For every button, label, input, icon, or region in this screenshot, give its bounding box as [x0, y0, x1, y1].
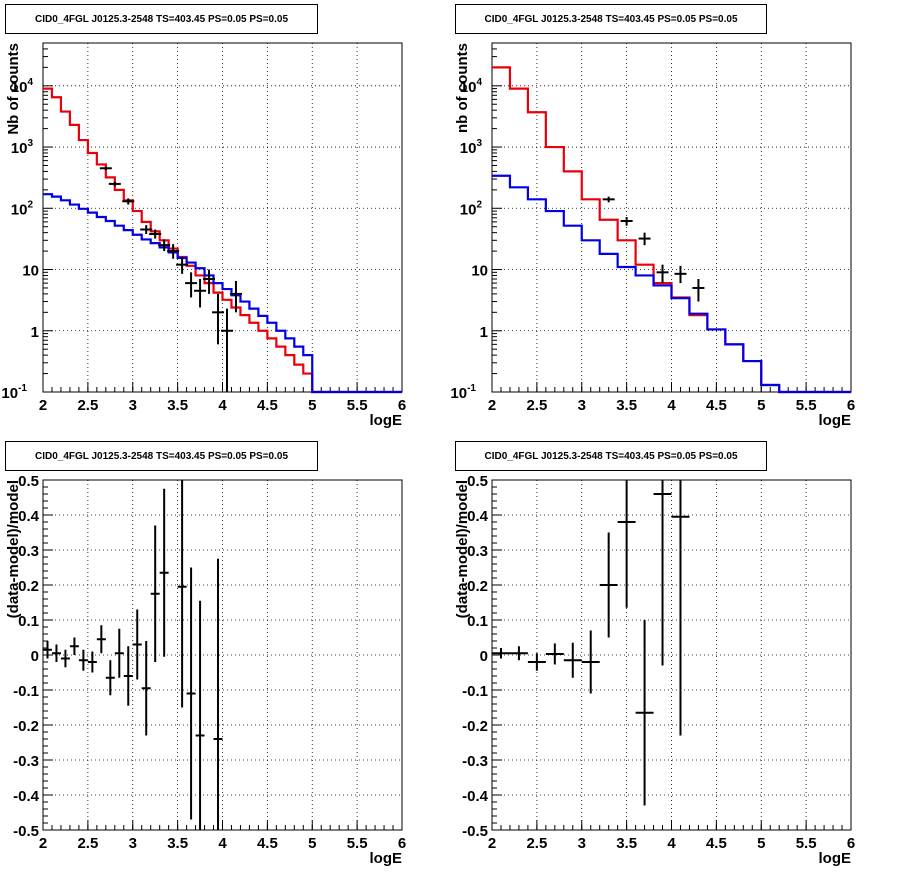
x-tick-label: 3 — [578, 397, 586, 414]
x-tick-label: 3.5 — [616, 397, 637, 414]
x-tick-label: 6 — [847, 397, 855, 414]
x-tick-label: 6 — [398, 397, 406, 414]
x-tick-label: 4.5 — [706, 835, 727, 852]
chart-3: 2 2.5 3 3.5 4 4.5 5 5.5 6 -0.5 -0.4 -0.3 -0.2 -0.1 0 0.… — [5, 473, 406, 867]
y-tick-label: 0.4 — [467, 508, 489, 525]
x-tick-label: 2.5 — [77, 397, 98, 414]
plot-frame — [42, 479, 403, 831]
x-tick-label: 5.5 — [347, 397, 368, 414]
y-tick-label: -0.3 — [13, 753, 39, 770]
x-tick-label: 5 — [757, 397, 765, 414]
y-tick-label: -0.5 — [462, 823, 488, 840]
y-tick-label: -0.3 — [462, 753, 488, 770]
y-axis-label: (data-model)/model — [5, 480, 22, 618]
chart-4: 2 2.5 3 3.5 4 4.5 5 5.5 6 -0.5 -0.4 -0.3 -0.2 -0.1 0 0.… — [454, 473, 855, 867]
y-tick-label: 0.1 — [467, 613, 488, 630]
x-tick-label: 5 — [308, 835, 316, 852]
y-tick-label: 102 — [11, 199, 34, 218]
x-axis-label: logE — [370, 850, 403, 867]
series-line-blue — [492, 174, 851, 394]
y-axis-label: Nb of counts — [5, 43, 22, 135]
y-tick-label: 10 — [471, 263, 488, 280]
x-tick-label: 4.5 — [257, 397, 278, 414]
y-tick-label: 0 — [480, 648, 488, 665]
y-tick-label: 0.4 — [18, 508, 40, 525]
y-tick-label: 10-1 — [450, 383, 476, 402]
x-tick-label: 4.5 — [706, 397, 727, 414]
chart-title-4: CID0_4FGL J0125.3-2548 TS=403.45 PS=0.05… — [455, 441, 767, 471]
x-tick-label: 4 — [667, 397, 676, 414]
y-tick-label: 102 — [460, 199, 483, 218]
y-tick-label: -0.1 — [462, 683, 488, 700]
chart-title-1: CID0_4FGL J0125.3-2548 TS=403.45 PS=0.05… — [5, 4, 318, 34]
x-tick-label: 2 — [39, 397, 47, 414]
chart-title-2: CID0_4FGL J0125.3-2548 TS=403.45 PS=0.05… — [455, 4, 767, 34]
x-tick-label: 2.5 — [77, 835, 98, 852]
x-tick-label: 2.5 — [526, 397, 547, 414]
x-tick-label: 6 — [398, 835, 406, 852]
y-tick-label: 0.2 — [18, 578, 39, 595]
y-tick-label: 10-1 — [1, 383, 27, 402]
y-tick-label: 103 — [11, 138, 34, 157]
y-tick-label: 0.2 — [467, 578, 488, 595]
x-tick-label: 6 — [847, 835, 855, 852]
y-tick-label: -0.2 — [462, 718, 488, 735]
y-tick-label: 0.1 — [18, 613, 39, 630]
chart-1: 2 2.5 3 3.5 4 4.5 5 5.5 610-1110102103104logENb … — [1, 42, 406, 429]
x-tick-label: 2.5 — [526, 835, 547, 852]
x-axis-label: logE — [819, 412, 852, 429]
y-tick-label: 1 — [31, 324, 39, 341]
x-tick-label: 5 — [308, 397, 316, 414]
x-tick-label: 3 — [578, 835, 586, 852]
y-tick-label: 0.5 — [467, 473, 488, 490]
plot-frame — [491, 479, 852, 831]
x-axis-label: logE — [370, 412, 403, 429]
x-tick-label: 4.5 — [257, 835, 278, 852]
x-tick-label: 5.5 — [796, 397, 817, 414]
x-tick-label: 2 — [488, 835, 496, 852]
x-tick-label: 5.5 — [347, 835, 368, 852]
y-tick-label: 103 — [460, 138, 483, 157]
y-tick-label: 1 — [480, 324, 488, 341]
chart-2: 2 2.5 3 3.5 4 4.5 5 5.5 610-1110102103104logEnb … — [450, 42, 855, 429]
y-tick-label: -0.4 — [462, 788, 489, 805]
x-tick-label: 4 — [667, 835, 676, 852]
y-tick-label: -0.4 — [13, 788, 40, 805]
y-axis-label: (data-model)/model — [454, 480, 471, 618]
y-axis-label: nb of counts — [454, 43, 471, 133]
y-tick-label: 0 — [31, 648, 39, 665]
x-tick-label: 3.5 — [167, 397, 188, 414]
x-tick-label: 3 — [129, 835, 137, 852]
y-tick-label: 0.5 — [18, 473, 39, 490]
x-axis-label: logE — [819, 850, 852, 867]
y-tick-label: -0.1 — [13, 683, 39, 700]
x-tick-label: 2 — [488, 397, 496, 414]
y-tick-label: 0.3 — [18, 543, 39, 560]
chart-title-3: CID0_4FGL J0125.3-2548 TS=403.45 PS=0.05… — [5, 441, 318, 471]
x-tick-label: 4 — [218, 397, 227, 414]
x-tick-label: 4 — [218, 835, 227, 852]
x-tick-label: 3.5 — [616, 835, 637, 852]
x-tick-label: 3.5 — [167, 835, 188, 852]
x-tick-label: 2 — [39, 835, 47, 852]
x-tick-label: 5 — [757, 835, 765, 852]
x-tick-label: 3 — [129, 397, 137, 414]
y-tick-label: -0.5 — [13, 823, 39, 840]
y-tick-label: 0.3 — [467, 543, 488, 560]
y-tick-label: -0.2 — [13, 718, 39, 735]
y-tick-label: 10 — [22, 263, 39, 280]
x-tick-label: 5.5 — [796, 835, 817, 852]
series-line-blue — [43, 193, 402, 394]
